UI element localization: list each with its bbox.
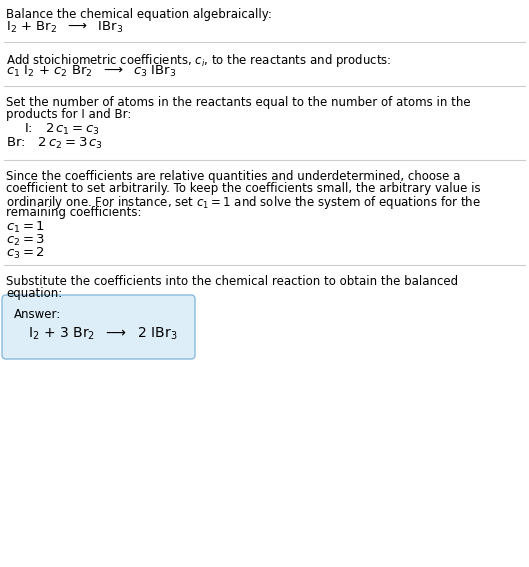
Text: coefficient to set arbitrarily. To keep the coefficients small, the arbitrary va: coefficient to set arbitrarily. To keep … <box>6 182 481 195</box>
Text: products for I and Br:: products for I and Br: <box>6 108 131 121</box>
Text: Since the coefficients are relative quantities and underdetermined, choose a: Since the coefficients are relative quan… <box>6 170 460 183</box>
Text: Substitute the coefficients into the chemical reaction to obtain the balanced: Substitute the coefficients into the che… <box>6 275 458 288</box>
Text: ordinarily one. For instance, set $c_1 = 1$ and solve the system of equations fo: ordinarily one. For instance, set $c_1 =… <box>6 194 481 211</box>
Text: $c_1 = 1$: $c_1 = 1$ <box>6 220 45 235</box>
Text: Answer:: Answer: <box>14 308 61 321</box>
Text: equation:: equation: <box>6 287 62 300</box>
Text: Set the number of atoms in the reactants equal to the number of atoms in the: Set the number of atoms in the reactants… <box>6 96 471 109</box>
FancyBboxPatch shape <box>2 295 195 359</box>
Text: $c_3 = 2$: $c_3 = 2$ <box>6 246 45 261</box>
Text: remaining coefficients:: remaining coefficients: <box>6 206 141 219</box>
Text: I$_2$ + 3 Br$_2$  $\longrightarrow$  2 IBr$_3$: I$_2$ + 3 Br$_2$ $\longrightarrow$ 2 IBr… <box>28 326 177 342</box>
Text: $c_1$ I$_2$ + $c_2$ Br$_2$  $\longrightarrow$  $c_3$ IBr$_3$: $c_1$ I$_2$ + $c_2$ Br$_2$ $\longrightar… <box>6 64 177 79</box>
Text: Br:   $2\,c_2 = 3\,c_3$: Br: $2\,c_2 = 3\,c_3$ <box>6 136 103 151</box>
Text: I:   $2\,c_1 = c_3$: I: $2\,c_1 = c_3$ <box>24 122 100 137</box>
Text: $c_2 = 3$: $c_2 = 3$ <box>6 233 45 248</box>
Text: Add stoichiometric coefficients, $c_i$, to the reactants and products:: Add stoichiometric coefficients, $c_i$, … <box>6 52 391 69</box>
Text: Balance the chemical equation algebraically:: Balance the chemical equation algebraica… <box>6 8 272 21</box>
Text: I$_2$ + Br$_2$  $\longrightarrow$  IBr$_3$: I$_2$ + Br$_2$ $\longrightarrow$ IBr$_3$ <box>6 20 123 35</box>
